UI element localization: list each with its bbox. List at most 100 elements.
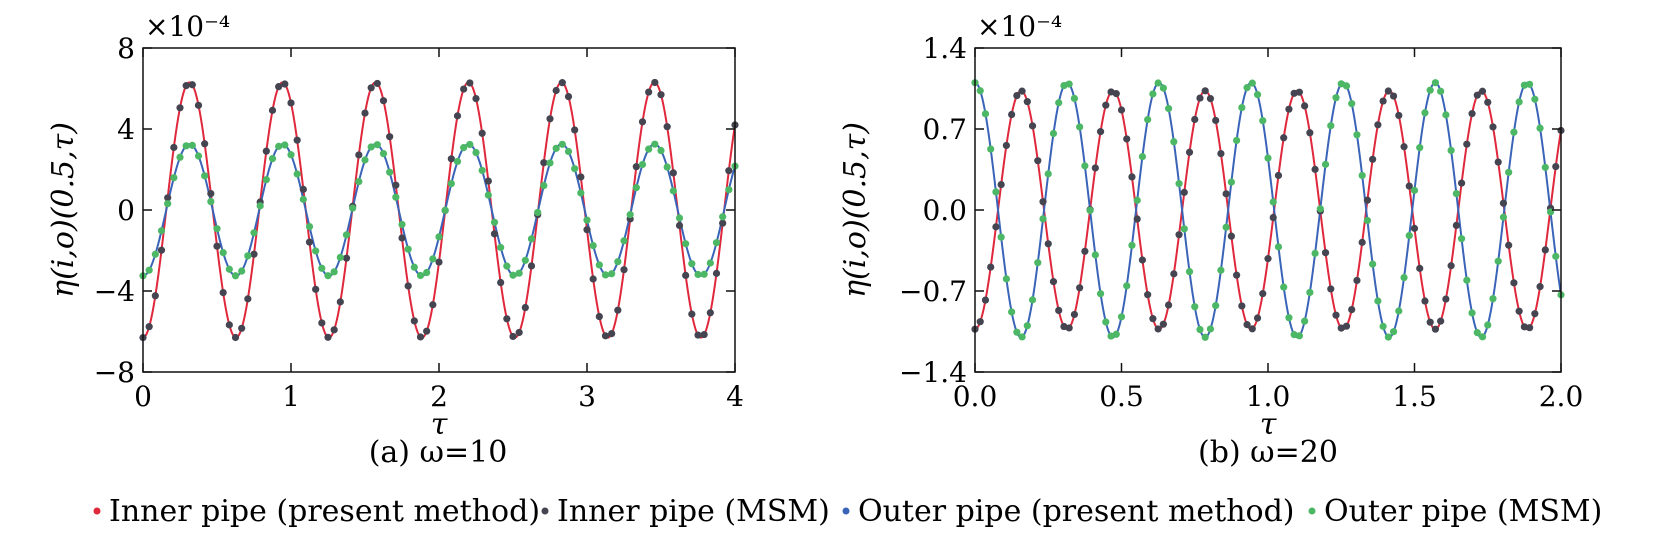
- data-point: [1243, 321, 1251, 329]
- data-point: [1468, 110, 1476, 118]
- data-point: [1416, 264, 1424, 272]
- data-point: [1452, 221, 1460, 229]
- data-point: [1055, 306, 1063, 315]
- data-point: [1395, 307, 1403, 315]
- data-point: [318, 319, 326, 327]
- data-point: [1070, 310, 1079, 319]
- data-point: [1358, 171, 1366, 180]
- data-point: [1531, 95, 1539, 103]
- data-point: [1191, 303, 1199, 311]
- data-point: [410, 263, 418, 271]
- data-point: [1342, 322, 1351, 330]
- x-tick-label: 0: [134, 380, 152, 413]
- data-point: [1348, 100, 1356, 108]
- data-point: [416, 271, 425, 280]
- data-point: [268, 155, 277, 163]
- data-point: [1552, 162, 1560, 171]
- data-point: [1206, 95, 1215, 103]
- data-point: [1128, 173, 1136, 181]
- data-point: [1499, 199, 1508, 207]
- data-point: [484, 177, 492, 185]
- y-multiplier: ×10⁻⁴: [977, 10, 1062, 43]
- data-point: [1259, 117, 1267, 125]
- data-point: [997, 180, 1005, 189]
- data-point: [1494, 257, 1502, 265]
- data-point: [1133, 196, 1141, 204]
- data-point: [503, 315, 511, 323]
- data-point: [1259, 290, 1267, 298]
- data-point: [262, 147, 270, 155]
- data-point: [460, 144, 468, 152]
- data-point: [1510, 279, 1518, 287]
- data-point: [601, 271, 610, 279]
- data-point: [1049, 129, 1058, 138]
- data-point: [435, 258, 443, 266]
- data-point: [1274, 171, 1283, 180]
- data-point: [1117, 106, 1126, 114]
- data-point: [170, 143, 178, 152]
- x-tick-label: 0.5: [1099, 380, 1144, 413]
- data-point: [1280, 283, 1288, 291]
- data-point: [1217, 149, 1225, 158]
- data-point: [509, 332, 517, 341]
- data-point: [1018, 87, 1026, 95]
- data-point: [620, 266, 628, 274]
- data-point: [1295, 332, 1303, 340]
- y-tick-label: 0: [117, 194, 135, 227]
- data-point: [626, 211, 634, 219]
- data-point: [268, 106, 277, 114]
- legend-item-inner-msm: Inner pipe (MSM): [541, 494, 830, 529]
- x-tick-label: 4: [726, 380, 744, 413]
- data-point: [527, 262, 536, 270]
- data-point: [1196, 94, 1204, 102]
- data-point: [1238, 302, 1246, 310]
- data-point: [552, 144, 560, 152]
- data-point: [976, 318, 984, 326]
- data-point: [287, 151, 295, 159]
- data-point: [595, 261, 603, 269]
- data-point: [1034, 157, 1042, 165]
- data-point: [478, 129, 486, 137]
- data-point: [614, 258, 622, 266]
- data-point: [250, 229, 258, 237]
- data-point: [1076, 284, 1084, 292]
- data-point: [1180, 188, 1188, 196]
- data-point: [669, 187, 677, 195]
- data-point: [157, 227, 166, 235]
- data-point: [176, 153, 184, 161]
- data-point: [1510, 128, 1518, 136]
- data-point: [1212, 302, 1220, 310]
- data-point: [515, 328, 523, 337]
- data-point: [472, 94, 480, 103]
- data-point: [608, 329, 616, 338]
- data-point: [527, 235, 536, 243]
- data-point: [1170, 138, 1178, 146]
- data-point: [1505, 168, 1513, 176]
- data-point: [490, 230, 499, 238]
- data-point: [1400, 273, 1408, 282]
- data-point: [675, 214, 684, 222]
- data-point: [987, 145, 995, 153]
- data-point: [213, 225, 221, 233]
- data-point: [515, 269, 523, 277]
- data-point: [614, 306, 622, 314]
- panel-caption: (a) ω=10: [369, 435, 508, 470]
- data-point: [1410, 186, 1419, 194]
- data-point: [1311, 249, 1319, 257]
- data-point: [404, 245, 412, 253]
- data-point: [1081, 247, 1089, 255]
- data-point: [1457, 179, 1466, 187]
- data-point: [1301, 102, 1309, 110]
- legend-marker-outer-present: [842, 507, 850, 515]
- data-point: [706, 309, 714, 317]
- series-line-0: [974, 89, 1562, 331]
- data-point: [435, 233, 443, 241]
- data-point: [1410, 224, 1419, 232]
- data-point: [558, 140, 566, 148]
- data-point: [1395, 111, 1403, 120]
- data-point: [423, 268, 431, 277]
- data-point: [1400, 143, 1408, 151]
- data-point: [1269, 198, 1277, 206]
- data-point: [997, 233, 1005, 241]
- data-point: [700, 270, 708, 278]
